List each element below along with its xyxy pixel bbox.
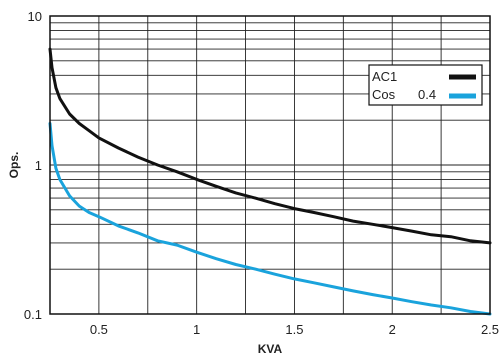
y-tick-label: 0.1 <box>24 307 42 322</box>
x-tick-label: 1.5 <box>285 322 303 337</box>
x-tick-label: 2.5 <box>481 322 499 337</box>
plot-frame <box>49 15 491 315</box>
legend: AC1 Cos 0.4 <box>368 64 483 106</box>
y-tick-label: 10 <box>28 9 42 24</box>
legend-label-ac1: AC1 <box>372 69 397 84</box>
x-tick-label: 1 <box>193 322 200 337</box>
series-layer <box>48 47 492 316</box>
x-tick-labels: 0.5 1 1.5 2 2.5 <box>90 322 499 337</box>
legend-label-cos: Cos <box>372 87 396 102</box>
y-tick-label: 1 <box>35 158 42 173</box>
series-line-1 <box>48 122 492 316</box>
grid <box>50 16 491 314</box>
y-axis-title: Ops. <box>7 152 21 179</box>
x-tick-label: 0.5 <box>90 322 108 337</box>
y-tick-labels: 0.1 1 10 <box>24 9 42 322</box>
legend-label-cos-value: 0.4 <box>418 87 436 102</box>
series-line-0 <box>48 47 492 245</box>
x-axis-title: KVA <box>258 342 283 356</box>
x-tick-label: 2 <box>389 322 396 337</box>
